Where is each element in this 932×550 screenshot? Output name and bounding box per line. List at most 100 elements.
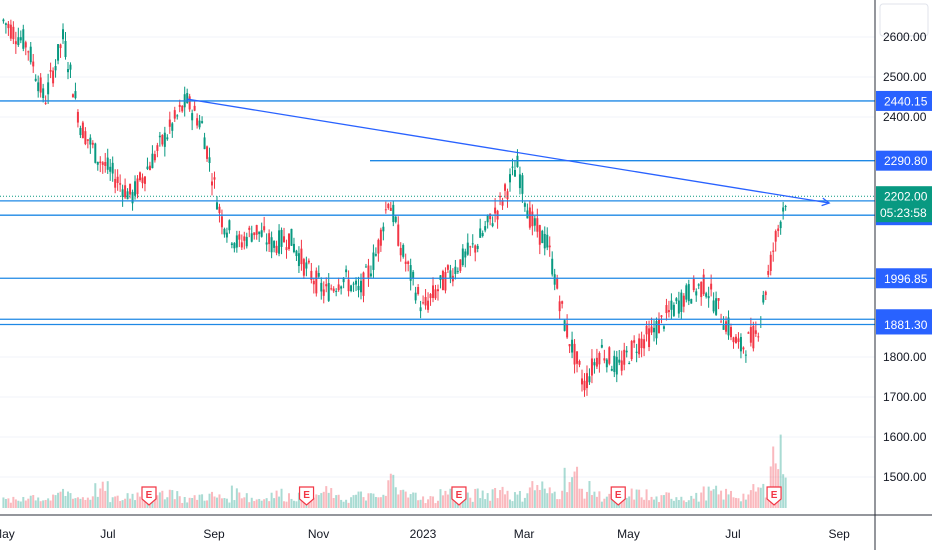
trendline[interactable] [186, 98, 831, 207]
trendline-line[interactable] [186, 98, 830, 204]
volume-bar [69, 493, 72, 508]
volume-bar [655, 496, 658, 508]
candle-body [466, 242, 469, 255]
volume-bar [355, 494, 358, 508]
volume-bar [379, 497, 382, 508]
candle-body [49, 70, 52, 72]
volume-bar [255, 499, 258, 508]
candle-body [404, 261, 407, 264]
candle-body [407, 261, 410, 265]
volume-bar [24, 500, 27, 508]
volume-bar [434, 503, 437, 508]
earnings-marker-icon[interactable] [610, 486, 626, 506]
candle-body [131, 191, 134, 204]
candle-body [114, 178, 117, 188]
candle-body [427, 300, 430, 310]
volume-bar [12, 496, 15, 508]
last-price-label: 2202.00 [884, 190, 928, 204]
candle-body [203, 137, 206, 150]
candle-body [484, 226, 487, 231]
volume-bar [330, 488, 333, 508]
earnings-marker-label: E [146, 490, 153, 501]
earnings-marker-icon[interactable] [298, 486, 315, 506]
volume-bar [327, 492, 330, 508]
chart-settings-box[interactable] [879, 3, 929, 37]
volume-bar [536, 485, 539, 508]
candle-body [109, 166, 112, 172]
volume-bar [141, 499, 144, 508]
volume-bar [367, 493, 370, 508]
candle-body [700, 281, 703, 298]
candle-body [327, 282, 330, 301]
candle-body [479, 228, 482, 238]
candle-body [481, 232, 484, 236]
candle-body [675, 298, 678, 302]
price-axis-label: 1600.00 [883, 430, 927, 444]
volume-bar [563, 467, 566, 508]
candle-body [489, 213, 492, 220]
volume-bar [143, 501, 146, 508]
candle-body [163, 132, 166, 147]
candle-body [273, 241, 276, 248]
volume-bar [235, 488, 238, 508]
candle-body [198, 120, 201, 128]
volume-bar [464, 495, 467, 508]
candle-body [476, 245, 479, 249]
candle-body [7, 23, 10, 29]
volume-bar [62, 488, 65, 508]
candle-body [235, 235, 238, 248]
candle-body [578, 360, 581, 365]
candle-body [702, 274, 705, 295]
volume-bar [377, 497, 380, 508]
earnings-marker-icon[interactable] [451, 486, 467, 506]
candle-body [662, 326, 665, 329]
horizontal-levels[interactable] [0, 100, 875, 326]
volume-bar [685, 502, 688, 508]
candle-body [71, 94, 74, 98]
candle-body [556, 278, 559, 289]
volume-bar [280, 488, 283, 508]
volume-bar [486, 493, 489, 508]
volume-bar [600, 501, 603, 508]
earnings-marker-label: E [303, 490, 310, 501]
volume-bar [206, 500, 209, 508]
candle-body [727, 317, 730, 336]
volume-bar [126, 493, 129, 508]
volume-bar [593, 491, 596, 508]
candle-body [782, 207, 785, 212]
candle-body [337, 284, 340, 291]
earnings-marker-icon[interactable] [141, 486, 157, 506]
volume-bar [64, 495, 67, 508]
candle-body [342, 277, 345, 283]
candle-body [576, 351, 579, 364]
volume-bar [752, 484, 755, 508]
earnings-marker-icon[interactable] [766, 486, 782, 506]
volume-bar [347, 502, 350, 508]
volume-bar [687, 500, 690, 508]
candle-body [54, 66, 57, 71]
volume-bar [702, 486, 705, 508]
volume-bar [325, 486, 328, 508]
candle-body [667, 310, 670, 313]
candle-body [104, 162, 107, 166]
price-axis-labels: 1500.00 1600.00 1700.00 1800.00 2400.00 2500.… [883, 30, 927, 484]
candle-body [422, 302, 425, 304]
volume-bar [630, 488, 633, 508]
candle-body [64, 40, 67, 57]
volume-bar [697, 501, 700, 508]
candle-body [518, 174, 521, 189]
volume-bar [392, 474, 395, 508]
volume-bar [653, 499, 656, 508]
candle-body [546, 234, 549, 248]
volume-bar [360, 491, 363, 508]
volume-bar [643, 499, 646, 508]
volume-bar [39, 501, 42, 508]
volume-bar [404, 491, 407, 508]
volume-bar [576, 466, 579, 508]
volume-bar [531, 481, 534, 508]
candle-body [208, 157, 211, 164]
candle-body [238, 234, 241, 240]
candle-body [369, 273, 372, 277]
